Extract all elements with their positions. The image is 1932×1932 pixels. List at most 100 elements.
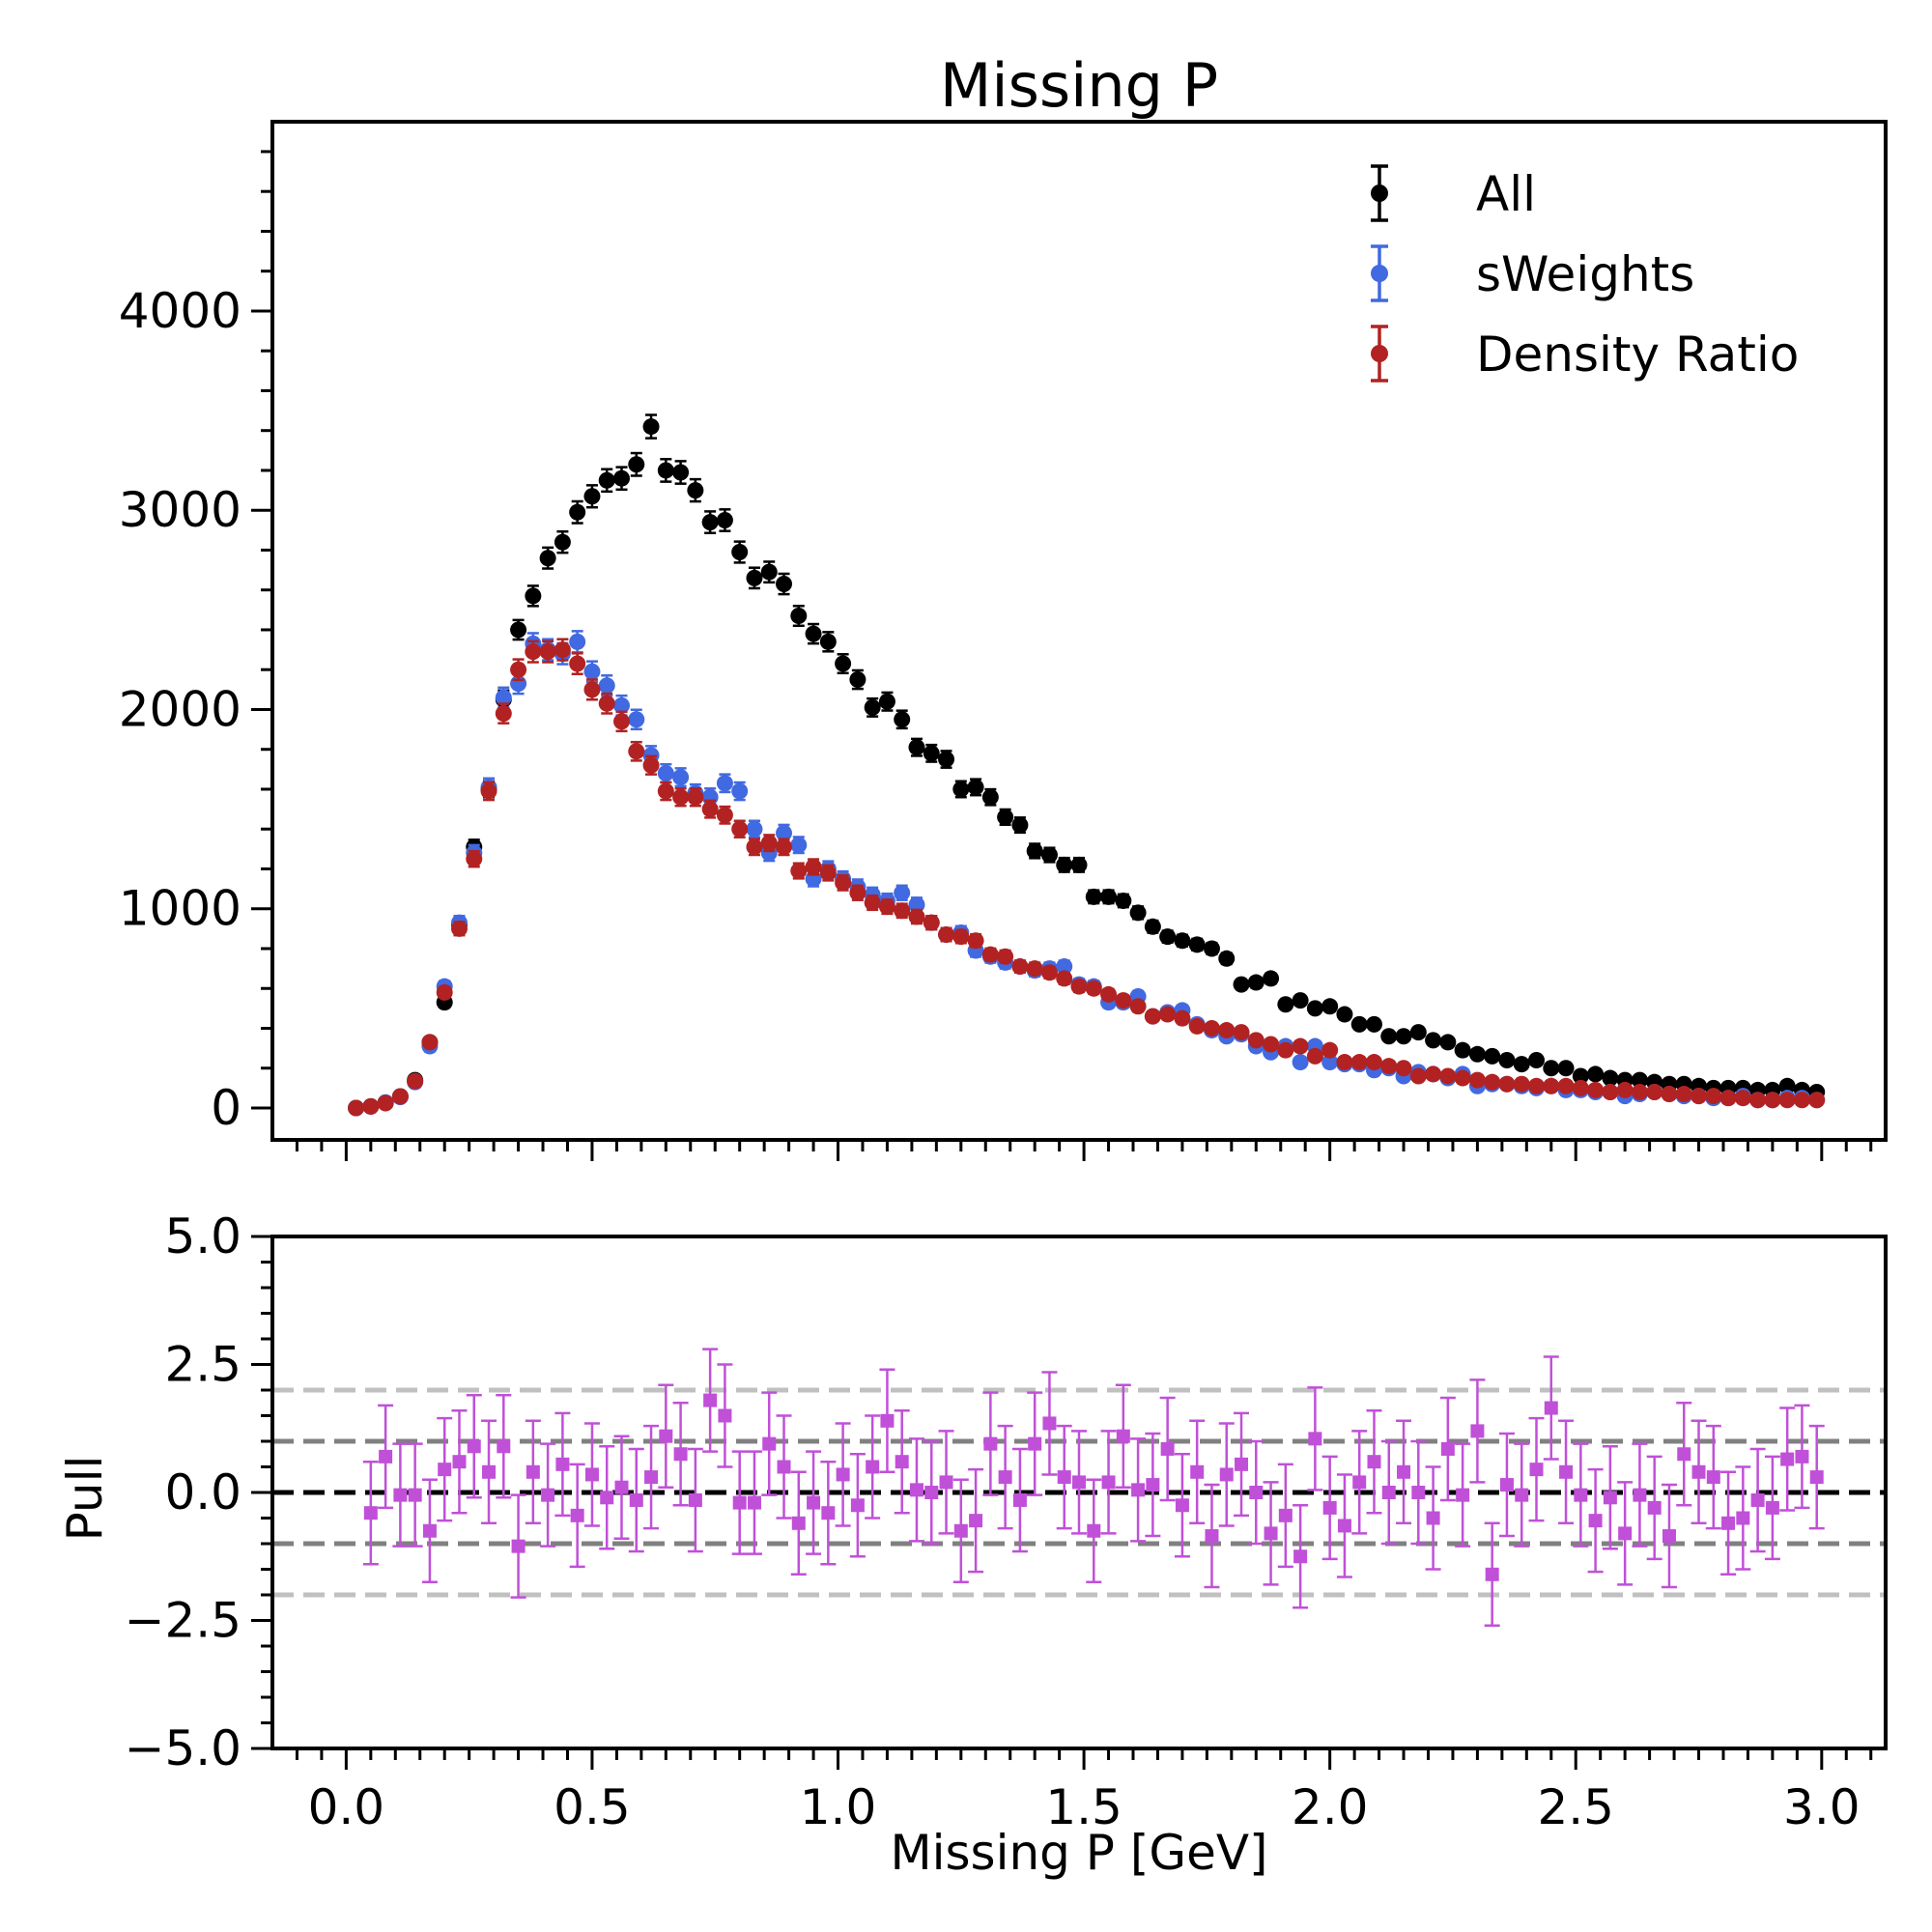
data-point (510, 621, 527, 639)
data-point (539, 643, 556, 661)
data-point (1439, 1067, 1457, 1085)
data-point (1115, 892, 1132, 909)
data-point (628, 711, 645, 728)
pull-point (821, 1506, 836, 1520)
pull-point (497, 1439, 511, 1454)
pull-point (1087, 1523, 1101, 1538)
pull-point (629, 1492, 643, 1507)
data-point (1174, 932, 1191, 950)
pull-point (1116, 1429, 1130, 1443)
data-point (981, 788, 999, 806)
data-point (1454, 1041, 1471, 1059)
data-point (701, 514, 719, 531)
data-point (1100, 888, 1118, 905)
pull-point (791, 1516, 806, 1530)
pull-point (1028, 1436, 1042, 1451)
pull-point (1101, 1475, 1116, 1490)
data-point (1484, 1047, 1501, 1065)
data-point (1749, 1092, 1767, 1109)
data-point (525, 643, 542, 661)
data-point (1292, 1054, 1309, 1071)
data-point (1321, 1041, 1339, 1059)
data-point (1129, 904, 1147, 922)
data-point (1498, 1051, 1516, 1068)
data-point (938, 751, 955, 768)
data-point (1174, 1009, 1191, 1027)
pull-point (1072, 1475, 1086, 1490)
data-point (1277, 1041, 1294, 1059)
data-point (731, 820, 749, 838)
pull-point (1397, 1464, 1411, 1479)
data-point (1425, 1032, 1442, 1049)
data-point (1528, 1051, 1546, 1068)
data-point (1675, 1086, 1692, 1103)
pull-point (1160, 1441, 1175, 1456)
pull-point (1809, 1470, 1824, 1485)
pull-point (1529, 1463, 1544, 1477)
data-point (1454, 1069, 1471, 1087)
data-point (657, 782, 674, 800)
pull-point (1440, 1441, 1455, 1456)
pull-point (659, 1429, 673, 1443)
pull-point (1721, 1516, 1736, 1530)
pull-point (1205, 1529, 1219, 1544)
x-tick-label: 1.5 (1045, 1779, 1122, 1835)
series-density-ratio (348, 638, 1826, 1117)
data-point (1705, 1088, 1722, 1105)
data-point (598, 471, 615, 489)
data-point (1336, 1054, 1353, 1071)
data-point (628, 743, 645, 760)
pull-point (969, 1514, 983, 1528)
data-point (1100, 985, 1118, 1003)
x-tick-label: 2.0 (1292, 1779, 1369, 1835)
data-point (598, 695, 615, 712)
pull-point (1381, 1486, 1396, 1499)
pull-point (762, 1436, 777, 1451)
pull-point (880, 1413, 895, 1428)
data-point (450, 920, 468, 937)
x-tick-label: 3.0 (1783, 1779, 1861, 1835)
pull-point (452, 1455, 467, 1469)
data-point (1557, 1077, 1575, 1094)
pull-point (747, 1495, 761, 1510)
pull-point (1470, 1424, 1485, 1438)
y-tick-label: 2.5 (164, 1337, 242, 1393)
data-point (1159, 928, 1177, 946)
y-tick-label: 2000 (119, 681, 242, 737)
data-point (1793, 1092, 1810, 1109)
data-point (894, 902, 911, 920)
pull-point (866, 1460, 880, 1474)
pull-point (1411, 1486, 1426, 1499)
y-tick-label: −2.5 (125, 1593, 242, 1649)
data-point (731, 782, 749, 800)
pull-point (1367, 1455, 1381, 1469)
pull-point (422, 1523, 437, 1538)
pull-point (1691, 1464, 1706, 1479)
data-point (391, 1088, 409, 1105)
pull-point (909, 1483, 923, 1497)
pull-x-axis: 0.0 0.5 1.0 1.5 2.0 2.5 3.0 (295, 1748, 1873, 1835)
data-point (1764, 1092, 1781, 1109)
y-tick-label: 3000 (119, 482, 242, 538)
pull-point (1633, 1488, 1647, 1502)
legend-marker-density-ratio (1371, 325, 1388, 383)
pull-point (1736, 1511, 1750, 1525)
pull-point (1249, 1486, 1264, 1499)
data-point (1543, 1077, 1560, 1094)
pull-point (703, 1393, 718, 1407)
data-point (1572, 1067, 1589, 1085)
data-point (1646, 1083, 1663, 1100)
data-point (835, 655, 852, 672)
data-point (1011, 958, 1029, 976)
data-point (1484, 1073, 1501, 1091)
pull-point (1352, 1475, 1367, 1490)
pull-point (1618, 1526, 1633, 1541)
pull-point (393, 1488, 408, 1502)
data-point (864, 895, 881, 912)
data-point (1263, 1036, 1280, 1053)
data-point (1350, 1054, 1368, 1071)
data-point (819, 865, 837, 882)
pull-point (673, 1447, 688, 1462)
pull-point (1544, 1401, 1558, 1415)
pull-point (939, 1475, 953, 1490)
